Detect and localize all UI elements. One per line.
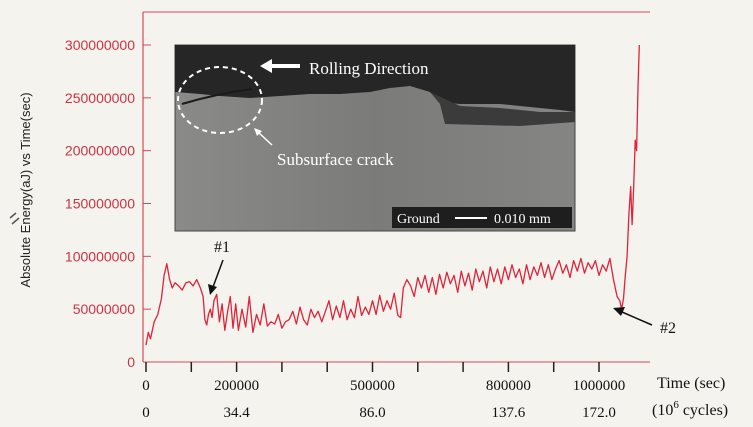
y-tick-label: 100000000 <box>65 248 135 264</box>
crack-pointer-head-icon <box>254 128 262 136</box>
annotation-1: #1 <box>208 239 230 295</box>
cycle-tick-label: 86.0 <box>359 405 385 421</box>
cycles-axis-label: (106 cycles) <box>652 399 728 419</box>
y-tick-label: 150000000 <box>65 196 135 212</box>
arrow-left-head-icon <box>260 59 272 73</box>
annotation-1-label: #1 <box>214 239 230 256</box>
scale-bar-label: 0.010 mm <box>494 212 551 227</box>
annotation-2-arrow-head-icon <box>613 307 625 316</box>
y-ticks: 0 50000000 100000000 150000000 200000000 2500… <box>65 37 151 370</box>
y-tick-label: 200000000 <box>65 143 135 159</box>
x-tick-label: 500000 <box>350 378 395 394</box>
x-tick-label: 1000000 <box>573 378 626 394</box>
rolling-direction-label: Rolling Direction <box>309 59 429 78</box>
annotation-1-arrow-head-icon <box>208 284 217 295</box>
ground-label: Ground <box>397 212 440 227</box>
y-axis-label: Absolute Energy(aJ) vs Time(sec) <box>18 92 33 287</box>
y-tick-label: 250000000 <box>65 90 135 106</box>
x-ticks: 0 200000 500000 800000 1000000 0 34.4 86.0 137.6… <box>142 362 625 421</box>
subsurface-crack-label: Subsurface crack <box>277 150 394 169</box>
inset-notch-region <box>430 92 575 126</box>
inset-crack-line <box>181 88 253 105</box>
x-tick-label: 800000 <box>486 378 531 394</box>
y-tick-label: 300000000 <box>65 37 135 53</box>
micrograph-inset: Rolling Direction Subsurface crack Groun… <box>174 44 576 232</box>
y-tick-label: 0 <box>127 354 135 370</box>
cycle-tick-label: 0 <box>142 405 150 421</box>
y-tick-label: 50000000 <box>73 301 136 317</box>
crack-pointer-arrow-icon <box>257 131 273 146</box>
x-tick-label: 200000 <box>214 378 259 394</box>
cycle-tick-label: 137.6 <box>492 405 526 421</box>
crack-highlight-ellipse <box>177 66 263 134</box>
stray-mark <box>9 212 20 225</box>
series-line <box>145 44 640 346</box>
cycle-tick-label: 34.4 <box>223 405 250 421</box>
annotation-2: #2 <box>613 307 676 337</box>
x-tick-label: 0 <box>142 378 150 394</box>
annotation-2-arrow-icon <box>621 311 653 326</box>
cycle-tick-label: 172.0 <box>582 405 616 421</box>
x-axis-label: Time (sec) <box>657 375 725 392</box>
annotation-1-arrow-icon <box>212 259 224 288</box>
annotation-2-label: #2 <box>660 320 676 337</box>
inset-dark-region <box>175 45 575 112</box>
